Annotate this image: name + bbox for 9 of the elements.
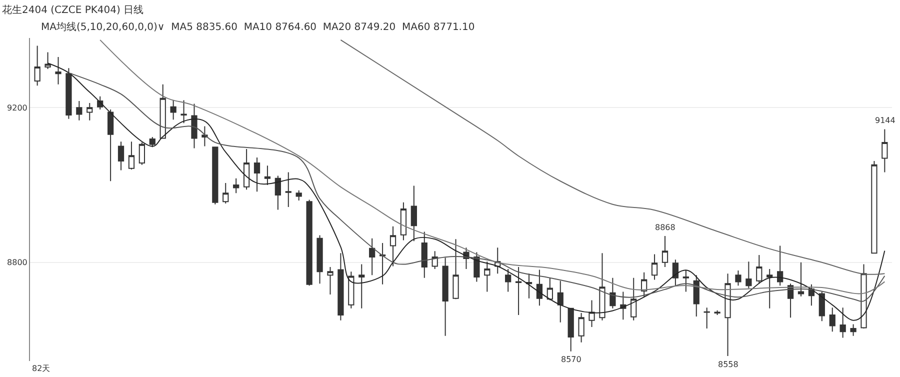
y-tick-label: 9200	[7, 103, 28, 112]
text: 82天	[32, 364, 50, 373]
chart-subtitle: MA均线(5,10,20,60,0,0)∨ MA5 8835.60 MA10 8764.60 MA20 8749.20 MA60 8771.10	[41, 21, 475, 33]
annotation: 9144	[875, 116, 896, 125]
chart-title: 花生2404 (CZCE PK404) 日线	[2, 4, 144, 16]
y-tick-label: 8800	[7, 258, 28, 268]
annotation: 8558	[718, 360, 738, 369]
annotation: 8570	[561, 355, 582, 364]
annotation: 8868	[655, 223, 676, 232]
